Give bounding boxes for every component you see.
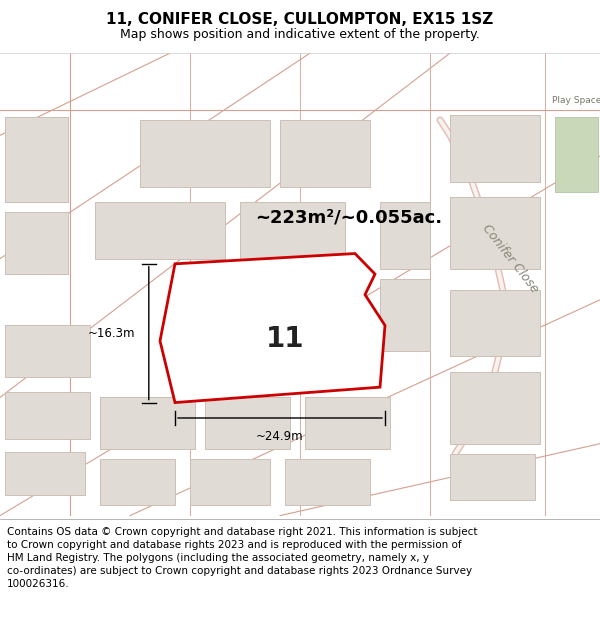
Polygon shape — [450, 289, 540, 356]
Text: ~223m²/~0.055ac.: ~223m²/~0.055ac. — [255, 209, 442, 227]
Text: 11, CONIFER CLOSE, CULLOMPTON, EX15 1SZ: 11, CONIFER CLOSE, CULLOMPTON, EX15 1SZ — [106, 12, 494, 27]
Polygon shape — [100, 398, 195, 449]
Polygon shape — [5, 117, 68, 202]
Polygon shape — [285, 459, 370, 506]
Polygon shape — [5, 213, 68, 274]
Polygon shape — [450, 115, 540, 182]
Polygon shape — [5, 326, 90, 377]
Text: Map shows position and indicative extent of the property.: Map shows position and indicative extent… — [120, 28, 480, 41]
Polygon shape — [5, 392, 90, 439]
Text: Play Space: Play Space — [553, 96, 600, 104]
Polygon shape — [190, 459, 270, 506]
Polygon shape — [205, 398, 290, 449]
Polygon shape — [380, 279, 430, 351]
Text: Conifer Close: Conifer Close — [479, 222, 541, 296]
Polygon shape — [280, 120, 370, 187]
Text: Contains OS data © Crown copyright and database right 2021. This information is : Contains OS data © Crown copyright and d… — [7, 526, 478, 589]
Polygon shape — [240, 202, 345, 259]
Text: ~16.3m: ~16.3m — [88, 327, 136, 340]
Polygon shape — [5, 452, 85, 495]
Polygon shape — [95, 202, 225, 259]
Polygon shape — [140, 120, 270, 187]
Text: 11: 11 — [266, 325, 304, 353]
Polygon shape — [450, 454, 535, 500]
Polygon shape — [160, 254, 385, 402]
Polygon shape — [305, 398, 390, 449]
Polygon shape — [100, 459, 175, 506]
Text: ~24.9m: ~24.9m — [256, 429, 304, 442]
Polygon shape — [380, 202, 430, 269]
Polygon shape — [450, 372, 540, 444]
Polygon shape — [555, 117, 598, 192]
Polygon shape — [450, 197, 540, 269]
